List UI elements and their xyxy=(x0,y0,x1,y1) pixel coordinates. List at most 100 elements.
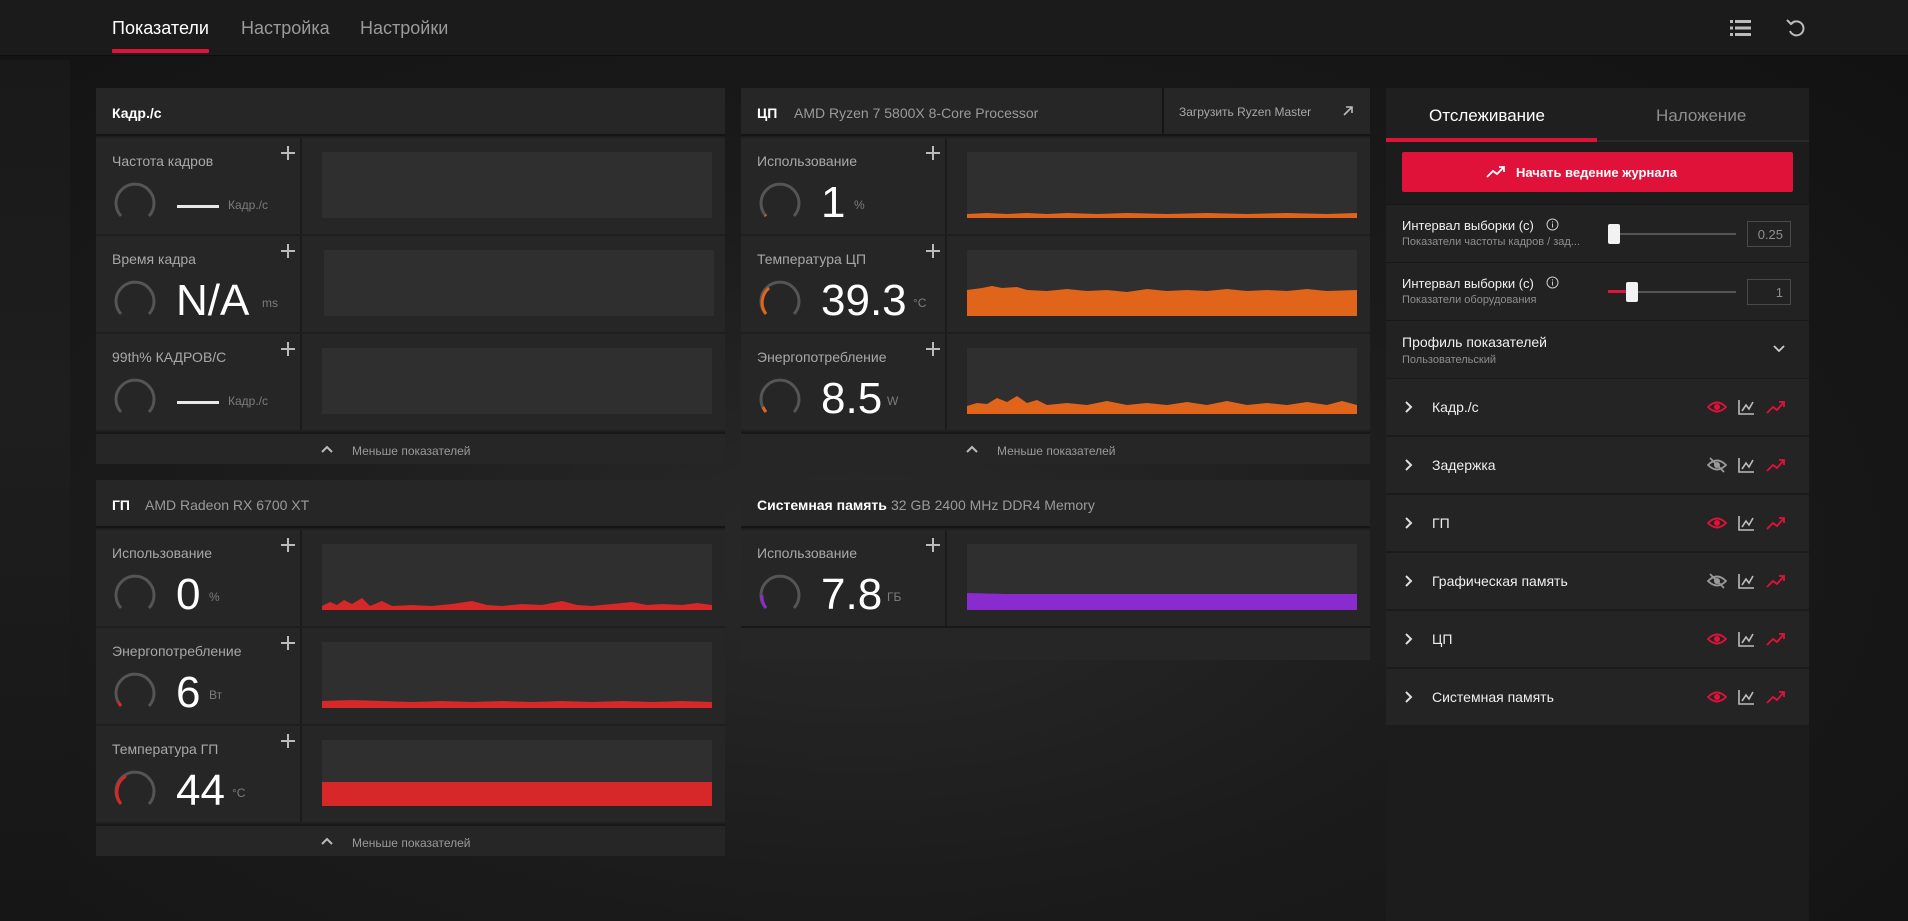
background-stripe xyxy=(0,60,70,921)
cpu-temp-graph xyxy=(967,250,1357,316)
logging-icon[interactable] xyxy=(1766,514,1786,532)
cpu-temp-label: Температура ЦП xyxy=(757,251,867,267)
graph-toggle-icon[interactable] xyxy=(1736,572,1756,590)
chevron-right-icon xyxy=(1405,633,1413,645)
framerate-empty-value xyxy=(177,205,219,208)
metric-group-fps[interactable]: Кадр./с xyxy=(1386,378,1809,435)
graph-toggle-icon[interactable] xyxy=(1736,688,1756,706)
cpu-power-unit: W xyxy=(887,394,899,408)
cpu-model: AMD Ryzen 7 5800X 8-Core Processor xyxy=(794,105,1039,121)
add-memory-usage-icon[interactable] xyxy=(926,538,940,552)
list-view-icon[interactable] xyxy=(1727,15,1753,41)
logging-icon[interactable] xyxy=(1766,456,1786,474)
info-icon[interactable] xyxy=(1546,218,1559,231)
metrics-profile-label: Профиль показателей xyxy=(1402,334,1548,350)
add-cpu-usage-icon[interactable] xyxy=(926,146,940,160)
memory-usage-gauge xyxy=(759,574,801,610)
gpu-power-value: 6 xyxy=(176,668,201,717)
add-gpu-temp-icon[interactable] xyxy=(281,734,295,748)
logging-icon[interactable] xyxy=(1766,572,1786,590)
interval-fps-row: Интервал выборки (с) Показатели частоты … xyxy=(1386,204,1809,262)
interval-hw-row: Интервал выборки (с) Показатели оборудов… xyxy=(1386,262,1809,320)
add-frametime-icon[interactable] xyxy=(281,244,295,258)
interval-fps-slider-thumb[interactable] xyxy=(1608,224,1620,244)
cpu-row-usage: Использование 1 % xyxy=(741,138,1370,234)
tab-tracking[interactable]: Отслеживание xyxy=(1429,106,1546,125)
fps-row-framerate-info: Частота кадров Кадр./с xyxy=(96,138,302,234)
tab-metrics[interactable]: Показатели xyxy=(112,18,209,38)
add-cpu-temp-icon[interactable] xyxy=(926,244,940,258)
frametime-gauge xyxy=(114,280,156,316)
graph-toggle-icon[interactable] xyxy=(1736,456,1756,474)
chevron-up-icon xyxy=(966,445,978,453)
start-logging-button[interactable]: Начать ведение журнала xyxy=(1402,152,1793,192)
reset-icon[interactable] xyxy=(1783,15,1809,41)
eye-icon[interactable] xyxy=(1707,688,1727,706)
fps-row-99th-info: 99th% КАДРОВ/С Кадр./с xyxy=(96,334,302,430)
chevron-up-icon xyxy=(321,445,333,453)
add-framerate-icon[interactable] xyxy=(281,146,295,160)
memory-usage-value: 7.8 xyxy=(821,570,883,619)
cpu-power-graph xyxy=(967,348,1357,414)
memory-spec: 32 GB 2400 MHz DDR4 Memory xyxy=(891,497,1095,513)
memory-panel: Системная память 32 GB 2400 MHz DDR4 Mem… xyxy=(741,480,1370,660)
sidebar-tabs: Отслеживание Наложение xyxy=(1386,88,1809,142)
metric-group-latency[interactable]: Задержка xyxy=(1386,436,1809,493)
cpu-temp-gauge xyxy=(759,280,801,316)
chevron-down-icon xyxy=(1773,345,1785,353)
gpu-less-metrics-label: Меньше показателей xyxy=(352,836,471,850)
metric-group-vram[interactable]: Графическая память xyxy=(1386,552,1809,609)
tab-tuning[interactable]: Настройка xyxy=(241,18,330,38)
add-gpu-usage-icon[interactable] xyxy=(281,538,295,552)
external-link-icon xyxy=(1343,106,1353,116)
graph-toggle-icon[interactable] xyxy=(1736,630,1756,648)
cpu-less-metrics-button[interactable]: Меньше показателей xyxy=(741,432,1370,464)
tracking-sidebar: Отслеживание Наложение Начать ведение жу… xyxy=(1386,88,1809,921)
gpu-model: AMD Radeon RX 6700 XT xyxy=(145,497,310,513)
ryzen-master-download-button[interactable]: Загрузить Ryzen Master xyxy=(1162,88,1370,134)
add-gpu-power-icon[interactable] xyxy=(281,636,295,650)
add-cpu-power-icon[interactable] xyxy=(926,342,940,356)
cpu-panel: ЦП AMD Ryzen 7 5800X 8-Core Processor За… xyxy=(741,88,1370,464)
tab-settings[interactable]: Настройки xyxy=(360,18,449,38)
eye-icon[interactable] xyxy=(1707,398,1727,416)
chevron-up-icon xyxy=(321,837,333,845)
metric-group-gpu[interactable]: ГП xyxy=(1386,494,1809,551)
cpu-row-power-info: Энергопотребление 8.5 W xyxy=(741,334,947,430)
gpu-panel-title: ГП xyxy=(112,497,130,513)
add-fps99-icon[interactable] xyxy=(281,342,295,356)
memory-row-usage: Использование 7.8 ГБ xyxy=(741,530,1370,626)
eye-icon[interactable] xyxy=(1707,514,1727,532)
interval-hw-label: Интервал выборки (с) xyxy=(1402,276,1534,291)
fps-panel-title: Кадр./с xyxy=(112,105,162,121)
gpu-usage-label: Использование xyxy=(112,545,213,561)
interval-fps-input[interactable]: 0.25 xyxy=(1747,221,1791,247)
metrics-profile-dropdown[interactable]: Профиль показателей Пользовательский xyxy=(1386,320,1809,378)
logging-icon[interactable] xyxy=(1766,630,1786,648)
eye-off-icon[interactable] xyxy=(1707,456,1727,474)
logging-icon[interactable] xyxy=(1766,398,1786,416)
eye-off-icon[interactable] xyxy=(1707,572,1727,590)
logging-icon[interactable] xyxy=(1766,688,1786,706)
graph-toggle-icon[interactable] xyxy=(1736,398,1756,416)
cpu-row-usage-info: Использование 1 % xyxy=(741,138,947,234)
gpu-row-temperature-info: Температура ГП 44 °C xyxy=(96,726,302,822)
interval-hw-slider-thumb[interactable] xyxy=(1626,282,1638,302)
info-icon[interactable] xyxy=(1546,276,1559,289)
metric-group-cpu-label: ЦП xyxy=(1432,631,1453,647)
start-logging-label: Начать ведение журнала xyxy=(1516,165,1678,180)
interval-fps-track[interactable] xyxy=(1608,233,1736,235)
interval-hw-track-fill xyxy=(1608,290,1626,293)
active-tab-indicator xyxy=(112,49,209,53)
graph-toggle-icon[interactable] xyxy=(1736,514,1756,532)
interval-hw-track[interactable] xyxy=(1608,291,1736,293)
gpu-temp-gauge xyxy=(114,770,156,806)
eye-icon[interactable] xyxy=(1707,630,1727,648)
gpu-row-temperature: Температура ГП 44 °C xyxy=(96,726,725,822)
metric-group-cpu[interactable]: ЦП xyxy=(1386,610,1809,667)
fps-less-metrics-button[interactable]: Меньше показателей xyxy=(96,432,725,464)
tab-overlay[interactable]: Наложение xyxy=(1656,106,1747,125)
metric-group-system-memory[interactable]: Системная память xyxy=(1386,668,1809,725)
interval-hw-input[interactable]: 1 xyxy=(1747,279,1791,305)
gpu-less-metrics-button[interactable]: Меньше показателей xyxy=(96,824,725,856)
